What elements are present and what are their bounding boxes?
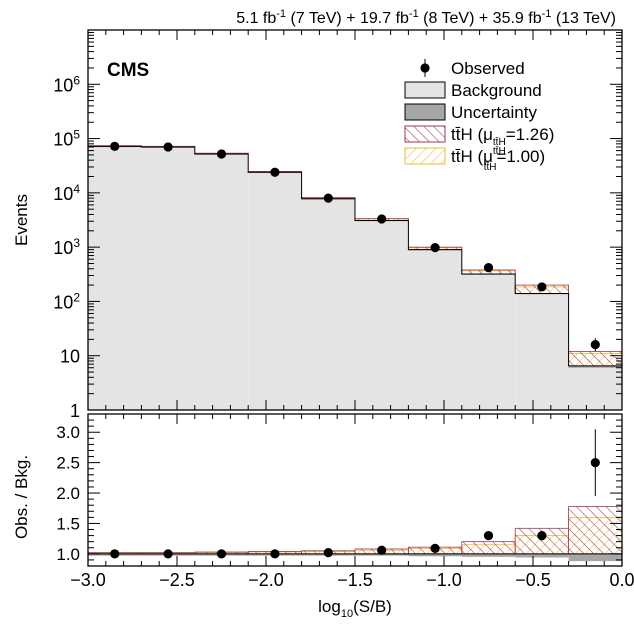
y-tick-label: 102 xyxy=(53,290,80,312)
observed-point xyxy=(537,282,547,292)
background-bar xyxy=(88,146,142,410)
ratio-observed-point xyxy=(483,531,494,541)
cms-label: CMS xyxy=(107,60,149,81)
y-tick-label: 10 xyxy=(60,347,80,367)
background-bar xyxy=(355,220,409,410)
x-axis-label: log10(S/B) xyxy=(318,597,392,620)
ratio-uncertainty-band xyxy=(408,553,462,557)
background-bar xyxy=(141,146,195,410)
legend-uncertainty-swatch xyxy=(404,103,446,121)
legend-label-tth_fit: tt̄H (μtt̄H=1.26) xyxy=(451,125,554,148)
x-tick-label: −2.0 xyxy=(248,570,284,590)
observed-point xyxy=(323,193,333,203)
observed-point xyxy=(430,243,440,253)
legend-label-tth_sm: tt̄H (μtt̄H tt̄H=1.00) xyxy=(451,145,545,173)
y-tick-label: 1 xyxy=(70,401,80,421)
y-axis-label-events: Events xyxy=(12,194,31,246)
legend-tth-sm-swatch xyxy=(404,147,446,165)
x-tick-label: 0.0 xyxy=(609,570,634,590)
ratio-observed-point xyxy=(323,548,333,558)
ratio-observed-point xyxy=(377,545,387,555)
background-bar xyxy=(568,365,622,410)
ratio-tth-fit-band xyxy=(461,541,516,555)
background-outline xyxy=(88,145,622,410)
ratio-uncertainty-band xyxy=(461,553,516,557)
ratio-uncertainty-band xyxy=(515,553,569,558)
background-bar xyxy=(194,153,249,410)
ratio-y-tick-label: 2.0 xyxy=(56,484,80,503)
background-bar xyxy=(461,274,516,410)
x-tick-label: −2.5 xyxy=(159,570,195,590)
y-tick-label: 103 xyxy=(53,236,80,258)
observed-point xyxy=(270,167,280,177)
observed-point xyxy=(590,340,600,350)
ratio-y-tick-label: 2.5 xyxy=(56,454,80,473)
ratio-observed-point xyxy=(590,458,600,468)
legend-tth-fit-swatch xyxy=(404,125,446,143)
tth-fit-band xyxy=(568,351,622,367)
y-tick-label: 106 xyxy=(53,73,80,95)
x-tick-label: −1.0 xyxy=(426,570,462,590)
legend-label-observed: Observed xyxy=(451,59,525,78)
x-tick-label: −3.0 xyxy=(70,570,106,590)
ratio-observed-point xyxy=(537,531,547,541)
ratio-observed-point xyxy=(110,549,120,559)
ratio-observed-point xyxy=(216,549,227,559)
observed-point xyxy=(216,149,227,159)
observed-point xyxy=(110,141,120,151)
x-tick-label: −0.5 xyxy=(515,570,551,590)
observed-point xyxy=(163,142,173,152)
x-tick-label: −1.5 xyxy=(337,570,373,590)
ratio-observed-point xyxy=(430,543,440,553)
observed-point xyxy=(483,262,494,273)
legend-label-uncertainty: Uncertainty xyxy=(451,103,537,122)
legend-background-swatch xyxy=(404,81,446,99)
ratio-observed-point xyxy=(163,549,173,559)
observed-point xyxy=(377,214,387,224)
y-tick-label: 105 xyxy=(53,128,80,150)
uncertainty-band xyxy=(568,365,622,368)
main-panel: 1 10 102 103 104 105 106 Events CMS Observed Ba… xyxy=(12,29,623,421)
background-bar xyxy=(515,293,569,410)
y-tick-label: 104 xyxy=(53,182,80,204)
luminosity-header: 5.1 fb-1 (7 TeV) + 19.7 fb-1 (8 TeV) + 3… xyxy=(236,8,616,27)
ratio-y-tick-label: 1.5 xyxy=(56,514,80,533)
background-bar xyxy=(408,249,462,410)
ratio-uncertainty-band xyxy=(568,553,622,562)
background-bar xyxy=(301,198,355,410)
ratio-panel: 1.0 1.5 2.0 2.5 3.0 −3.0 −2.5 −2.0 −1.5 −1.0 −0.5… xyxy=(12,413,634,620)
legend-observed-marker xyxy=(420,63,430,73)
legend-label-background: Background xyxy=(451,81,542,100)
ratio-tth-fit-band xyxy=(568,506,622,555)
ratio-y-tick-label: 3.0 xyxy=(56,423,80,442)
legend: Observed Background Uncertainty tt̄H (μtt̄H… xyxy=(404,59,554,173)
background-bar xyxy=(248,172,302,410)
ratio-y-tick-label: 1.0 xyxy=(56,545,80,564)
ratio-observed-point xyxy=(270,549,280,559)
y-axis-label-ratio: Obs. / Bkg. xyxy=(12,455,31,539)
